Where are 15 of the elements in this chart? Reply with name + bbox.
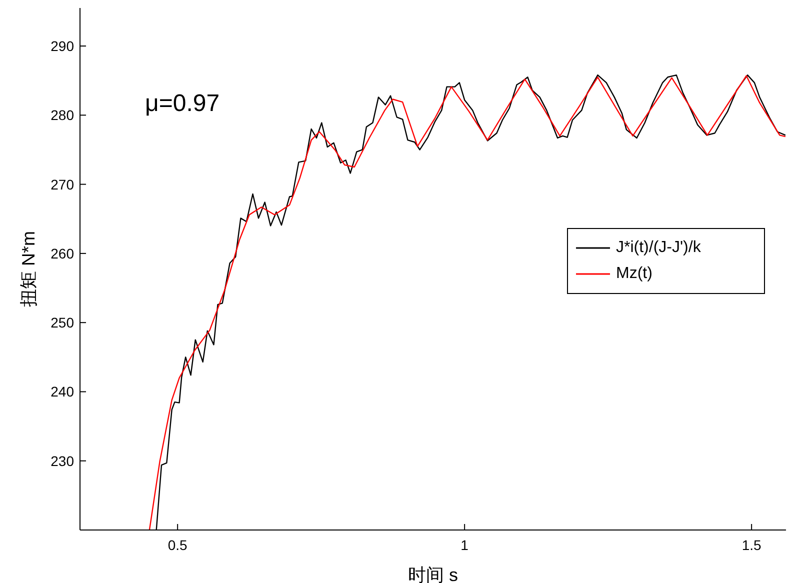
annotation: μ=0.97 — [145, 90, 220, 118]
y-tick-label: 240 — [50, 384, 74, 400]
y-tick-label: 270 — [50, 176, 74, 192]
legend-label: J*i(t)/(J-J')/k — [616, 239, 701, 257]
legend-label: Mz(t) — [616, 265, 652, 283]
x-tick-label: 1 — [460, 536, 469, 553]
y-tick-label: 290 — [50, 38, 74, 54]
y-axis-title: 扭矩 N*m — [18, 231, 38, 307]
y-tick-label: 230 — [50, 452, 74, 469]
x-tick-label: 1.5 — [742, 536, 762, 553]
x-axis-title: 时间 s — [408, 565, 458, 583]
y-tick-label: 260 — [50, 245, 74, 262]
y-tick-label: 250 — [50, 314, 74, 331]
y-tick-label: 280 — [50, 107, 74, 124]
x-tick-label: 0.5 — [168, 536, 188, 553]
